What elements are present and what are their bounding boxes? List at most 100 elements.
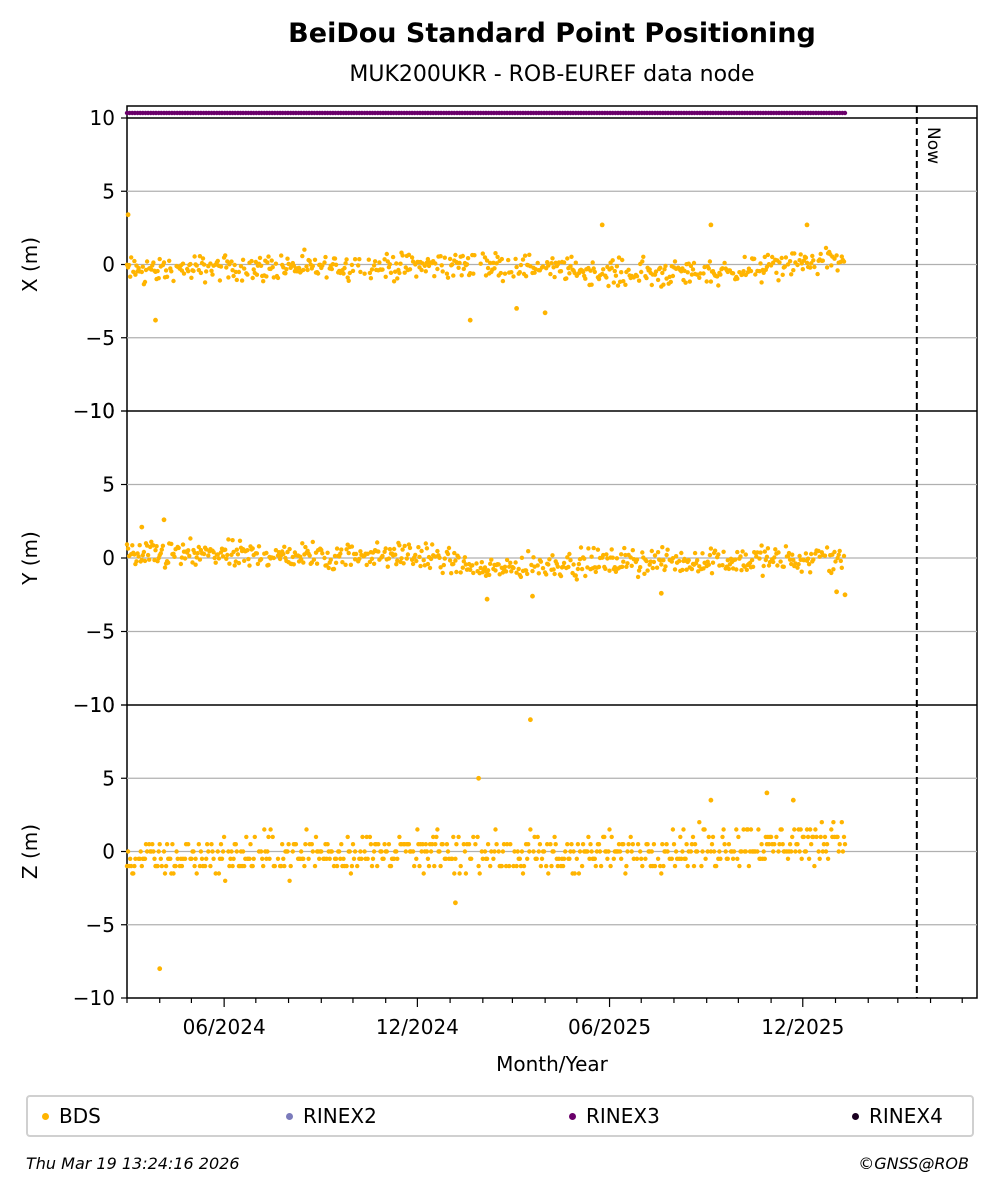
bds-point bbox=[684, 567, 689, 572]
bds-point bbox=[360, 834, 365, 840]
bds-point bbox=[311, 557, 317, 562]
bds-point bbox=[163, 268, 169, 273]
bds-point bbox=[773, 547, 778, 552]
bds-point bbox=[723, 849, 728, 854]
bds-point bbox=[561, 560, 567, 566]
bds-point bbox=[132, 258, 137, 264]
bds-point bbox=[746, 863, 752, 869]
bds-outlier bbox=[528, 717, 533, 723]
bds-point bbox=[692, 550, 698, 556]
bds-point bbox=[621, 559, 626, 564]
bds-point bbox=[342, 265, 347, 271]
bds-point bbox=[496, 849, 501, 854]
bds-point bbox=[499, 256, 504, 262]
bds-point bbox=[166, 560, 171, 565]
bds-point bbox=[832, 256, 837, 261]
bds-point bbox=[302, 247, 307, 252]
bds-point bbox=[352, 257, 358, 262]
bds-point bbox=[376, 549, 381, 554]
bds-point bbox=[520, 871, 526, 876]
bds-point bbox=[538, 559, 544, 564]
bds-point bbox=[492, 266, 497, 271]
bds-point bbox=[816, 849, 821, 854]
bds-point bbox=[593, 863, 598, 869]
bds-point bbox=[698, 271, 703, 276]
bds-point bbox=[159, 547, 164, 552]
bds-point bbox=[447, 256, 453, 262]
bds-point bbox=[695, 558, 700, 563]
bds-point bbox=[530, 568, 535, 574]
bds-point bbox=[367, 559, 373, 565]
bds-point bbox=[814, 834, 819, 840]
bds-point bbox=[548, 842, 553, 847]
bds-point bbox=[324, 856, 329, 861]
bds-point bbox=[128, 856, 133, 861]
legend-label-rinex3: RINEX3 bbox=[586, 1104, 660, 1128]
bds-point bbox=[841, 834, 847, 840]
bds-point bbox=[220, 849, 226, 854]
bds-point bbox=[820, 258, 825, 263]
bds-outlier bbox=[530, 593, 535, 599]
bds-point bbox=[401, 561, 406, 566]
bds-point bbox=[281, 551, 286, 557]
bds-point bbox=[593, 569, 598, 575]
bds-point bbox=[545, 260, 550, 265]
bds-point bbox=[206, 553, 211, 558]
bds-point bbox=[251, 856, 256, 861]
bds-point bbox=[526, 549, 531, 554]
bds-point bbox=[655, 277, 661, 283]
bds-point bbox=[812, 863, 817, 869]
bds-point bbox=[375, 540, 380, 545]
bds-point bbox=[680, 567, 685, 573]
plot-frame bbox=[126, 105, 978, 999]
bds-point bbox=[587, 856, 592, 861]
bds-point bbox=[797, 553, 802, 559]
bds-point bbox=[169, 269, 174, 274]
bds-point bbox=[226, 275, 231, 280]
y-tick-label: 10 bbox=[90, 399, 115, 423]
bds-point bbox=[513, 256, 518, 262]
bds-point bbox=[649, 849, 654, 854]
bds-point bbox=[518, 574, 524, 580]
bds-point bbox=[458, 570, 463, 575]
bds-point bbox=[730, 856, 736, 861]
bds-point bbox=[688, 263, 694, 269]
bds-point bbox=[549, 261, 554, 266]
bds-point bbox=[640, 550, 645, 555]
bds-point bbox=[696, 569, 701, 574]
bds-point bbox=[129, 863, 134, 869]
bds-point bbox=[679, 550, 684, 556]
bds-point bbox=[776, 849, 781, 854]
bds-point bbox=[193, 562, 198, 567]
bds-point bbox=[205, 842, 210, 847]
bds-point bbox=[358, 549, 363, 554]
bds-point bbox=[766, 842, 772, 847]
legend-item-rinex4: RINEX4 bbox=[852, 1097, 943, 1135]
bds-point bbox=[817, 856, 822, 861]
bds-point bbox=[211, 856, 216, 861]
bds-point bbox=[322, 555, 327, 561]
bds-point bbox=[571, 562, 576, 567]
bds-point bbox=[325, 842, 330, 847]
y-axis-label: Z (m) bbox=[18, 824, 42, 879]
bds-point bbox=[285, 256, 290, 261]
bds-point bbox=[736, 834, 741, 840]
bds-point bbox=[407, 267, 413, 272]
bds-point bbox=[414, 856, 419, 861]
bds-point bbox=[493, 251, 498, 256]
bds-point bbox=[173, 863, 178, 869]
bds-point bbox=[334, 546, 340, 551]
bds-point bbox=[589, 554, 594, 559]
bds-point bbox=[471, 570, 476, 576]
bds-point bbox=[621, 279, 626, 284]
y-tick-label: 10 bbox=[90, 106, 115, 130]
bds-point bbox=[515, 849, 520, 854]
bds-point bbox=[196, 544, 201, 550]
bds-point bbox=[553, 842, 558, 847]
bds-point bbox=[229, 259, 234, 264]
bds-point bbox=[197, 863, 203, 869]
bds-point bbox=[152, 856, 157, 861]
bds-point bbox=[194, 263, 199, 268]
bds-point bbox=[338, 856, 343, 861]
bds-point bbox=[531, 849, 536, 854]
